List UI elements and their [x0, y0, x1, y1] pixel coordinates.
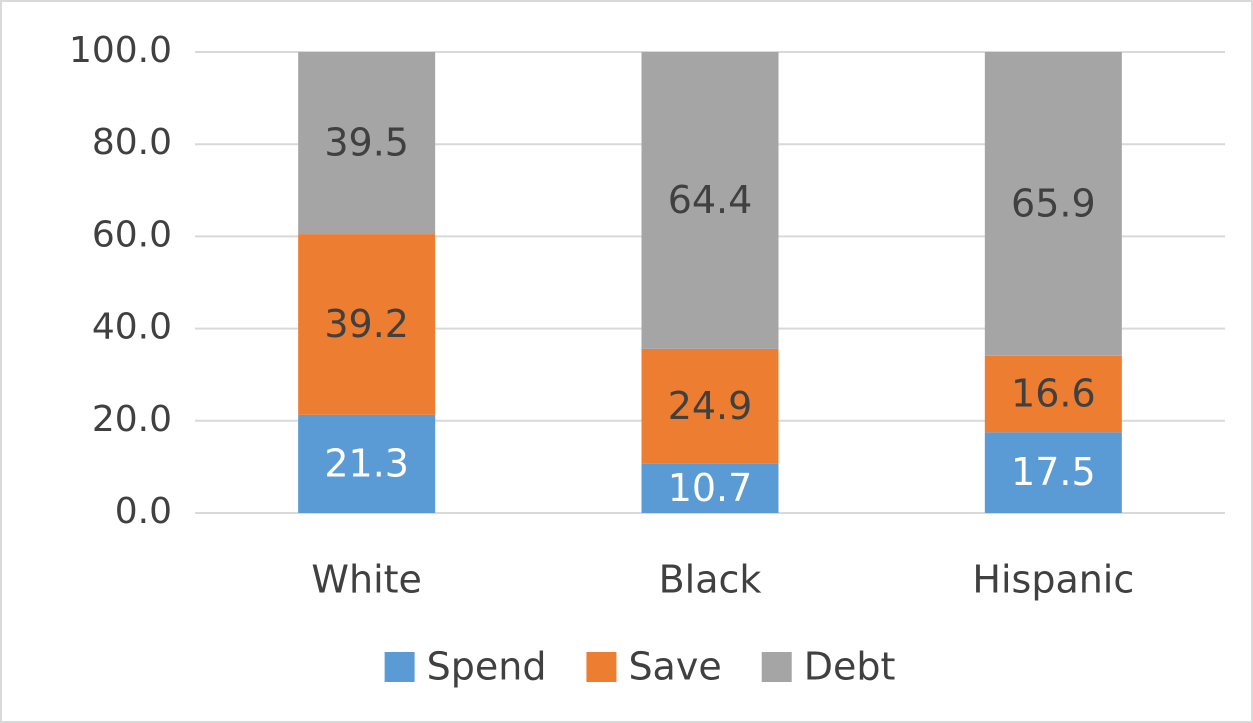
legend-label: Save — [628, 645, 721, 689]
y-tick-label: 0.0 — [115, 491, 172, 532]
legend-swatch — [761, 652, 792, 682]
data-label: 64.4 — [668, 178, 753, 222]
y-tick-label: 20.0 — [92, 399, 172, 440]
y-tick-label: 80.0 — [92, 122, 172, 163]
bar-segment — [641, 463, 779, 513]
data-label: 24.9 — [668, 384, 753, 428]
bar-segment — [984, 52, 1122, 356]
data-label: 39.2 — [324, 302, 409, 346]
bar-segment — [298, 234, 436, 415]
data-label: 39.5 — [324, 121, 409, 165]
y-tick-label: 60.0 — [92, 214, 172, 255]
legend-swatch — [586, 652, 617, 682]
data-label: 10.7 — [668, 466, 753, 510]
data-label: 16.6 — [1011, 372, 1096, 416]
legend-label: Spend — [427, 645, 547, 689]
data-label: 65.9 — [1011, 181, 1096, 225]
x-tick-label: Black — [659, 558, 762, 602]
bar-segment — [984, 355, 1122, 433]
data-label: 17.5 — [1011, 450, 1096, 494]
bar-segment — [298, 414, 436, 513]
y-tick-label: 40.0 — [92, 307, 172, 348]
y-tick-label: 100.0 — [69, 30, 172, 71]
x-tick-label: White — [311, 558, 422, 602]
legend-swatch — [384, 652, 415, 682]
x-tick-label: Hispanic — [972, 558, 1134, 602]
bar-segment — [641, 348, 779, 464]
legend-label: Debt — [804, 645, 896, 689]
bar-segment — [298, 52, 436, 235]
bar-segment — [984, 432, 1122, 513]
data-label: 21.3 — [324, 441, 409, 485]
bar-segment — [641, 52, 779, 349]
